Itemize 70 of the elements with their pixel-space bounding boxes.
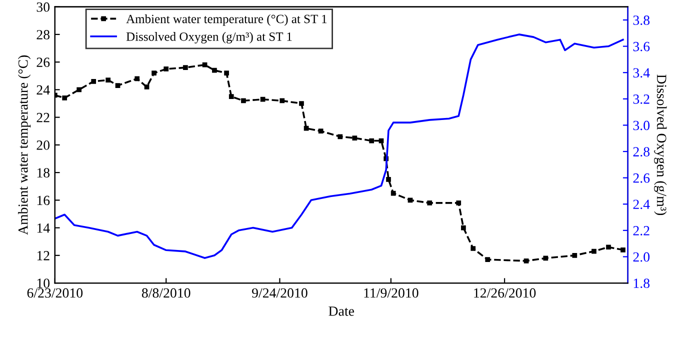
y-tick-label: 30 (36, 2, 50, 12)
point (352, 136, 358, 140)
point (76, 87, 82, 92)
point (378, 138, 384, 144)
y2-tick-label: 2.8 (633, 147, 650, 157)
point (115, 83, 120, 88)
y-tick-label: 26 (36, 58, 50, 68)
point (461, 225, 466, 230)
point (152, 70, 156, 76)
point (606, 244, 611, 250)
x-tick-label: 9/24/2010 (252, 288, 308, 298)
point (134, 76, 140, 82)
point (228, 94, 234, 100)
point (318, 128, 324, 134)
y2-tick-label: 3.0 (633, 120, 650, 130)
point (592, 248, 596, 254)
point (456, 200, 462, 206)
point (280, 98, 285, 104)
point (369, 138, 374, 144)
point (390, 190, 396, 196)
point (212, 68, 217, 73)
x-tick-label: 11/9/2010 (364, 288, 418, 298)
y-tick-label: 22 (36, 112, 50, 122)
point (144, 84, 150, 90)
point (338, 134, 343, 140)
y-tick-label: 12 (37, 251, 50, 260)
point (202, 62, 208, 68)
point (62, 96, 68, 100)
point (224, 70, 229, 76)
point (470, 246, 476, 251)
point (524, 258, 529, 264)
point (543, 256, 548, 261)
y2-tick-label: 3.6 (633, 42, 650, 52)
y2-tick-label: 3.4 (633, 68, 650, 78)
point (427, 200, 432, 206)
y2-tick-label: 3.2 (633, 94, 650, 104)
y2-tick-label: 2.0 (633, 252, 650, 262)
point (485, 257, 490, 262)
y-tick-label: 10 (37, 278, 50, 288)
point (299, 101, 304, 106)
y2-axis-title: Dissolved Oxygen (g/m³) (654, 74, 667, 216)
point (260, 96, 266, 102)
y-tick-label: 14 (37, 223, 50, 233)
point (106, 78, 111, 82)
y2-tick-label: 2.2 (633, 226, 650, 236)
point (408, 198, 413, 203)
point (241, 98, 246, 104)
point (183, 65, 188, 70)
x-tick-label: 12/26/2010 (474, 288, 536, 298)
y-tick-label: 28 (36, 30, 50, 40)
point (164, 66, 169, 72)
y2-tick-label: 3.8 (633, 16, 650, 25)
y2-tick-label: 2.4 (633, 200, 650, 210)
legend-label: Ambient water temperature (°C) at ST 1 (126, 14, 327, 26)
point (386, 177, 391, 182)
y-tick-label: 16 (37, 196, 50, 206)
legend-label: Dissolved Oxygen (g/m³) at ST 1 (126, 32, 292, 44)
point (620, 247, 626, 252)
y-tick-label: 18 (37, 168, 50, 178)
y2-tick-label: 1.8 (634, 278, 650, 288)
point (304, 126, 309, 131)
x-axis-title: Date (328, 306, 354, 316)
point (572, 252, 578, 258)
y2-tick-label: 2.6 (633, 173, 650, 183)
y-tick-label: 24 (36, 85, 50, 94)
x-tick-label: 6/23/2010 (27, 288, 83, 298)
y-tick-label: 20 (36, 140, 50, 150)
y-axis-title: Ambient water temperature (°C) (18, 55, 31, 235)
point (91, 78, 96, 84)
x-tick-label: 8/8/2010 (142, 288, 190, 298)
